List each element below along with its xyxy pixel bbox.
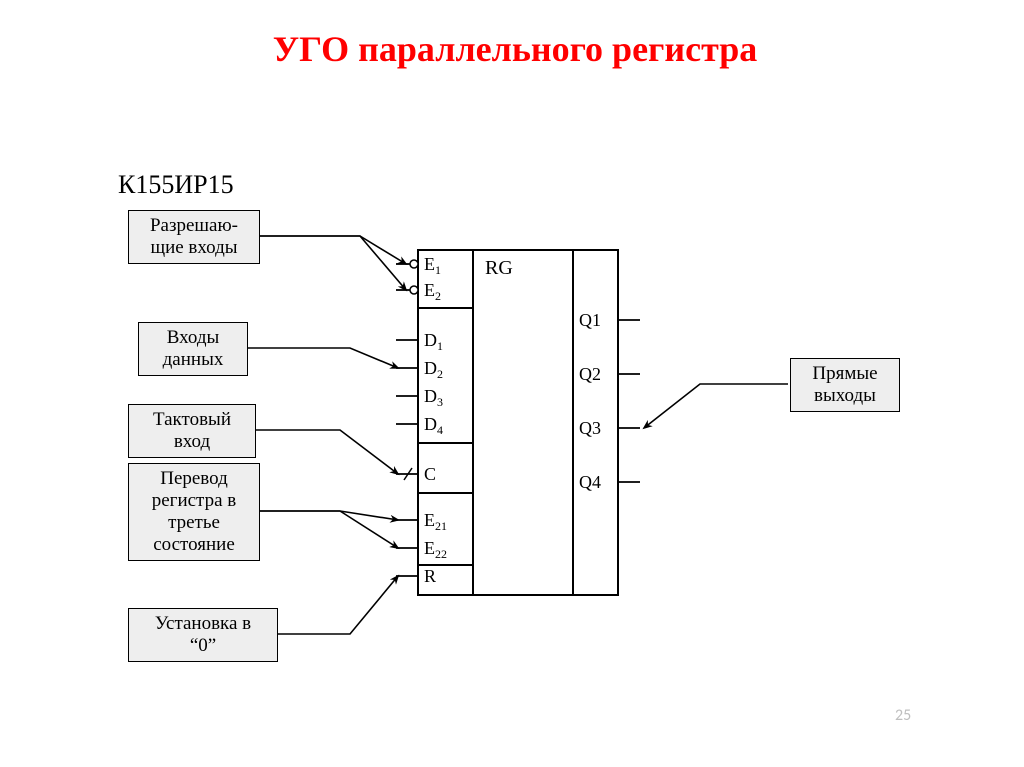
page-number: 25: [895, 706, 911, 725]
data_inputs-callout: Входыданных: [138, 322, 248, 376]
enable_inputs-callout: Разрешаю-щие входы: [128, 210, 260, 264]
reset-callout: Установка в“0”: [128, 608, 278, 662]
svg-text:RG: RG: [485, 257, 513, 279]
svg-text:R: R: [424, 566, 436, 586]
clock_input-callout: Тактовыйвход: [128, 404, 256, 458]
svg-text:Q1: Q1: [579, 310, 601, 330]
tristate-callout: Переводрегистра втретьесостояние: [128, 463, 260, 561]
svg-text:C: C: [424, 464, 436, 484]
svg-text:Q2: Q2: [579, 364, 601, 384]
svg-text:Q3: Q3: [579, 418, 601, 438]
direct_outputs-callout: Прямыевыходы: [790, 358, 900, 412]
svg-text:Q4: Q4: [579, 472, 601, 492]
